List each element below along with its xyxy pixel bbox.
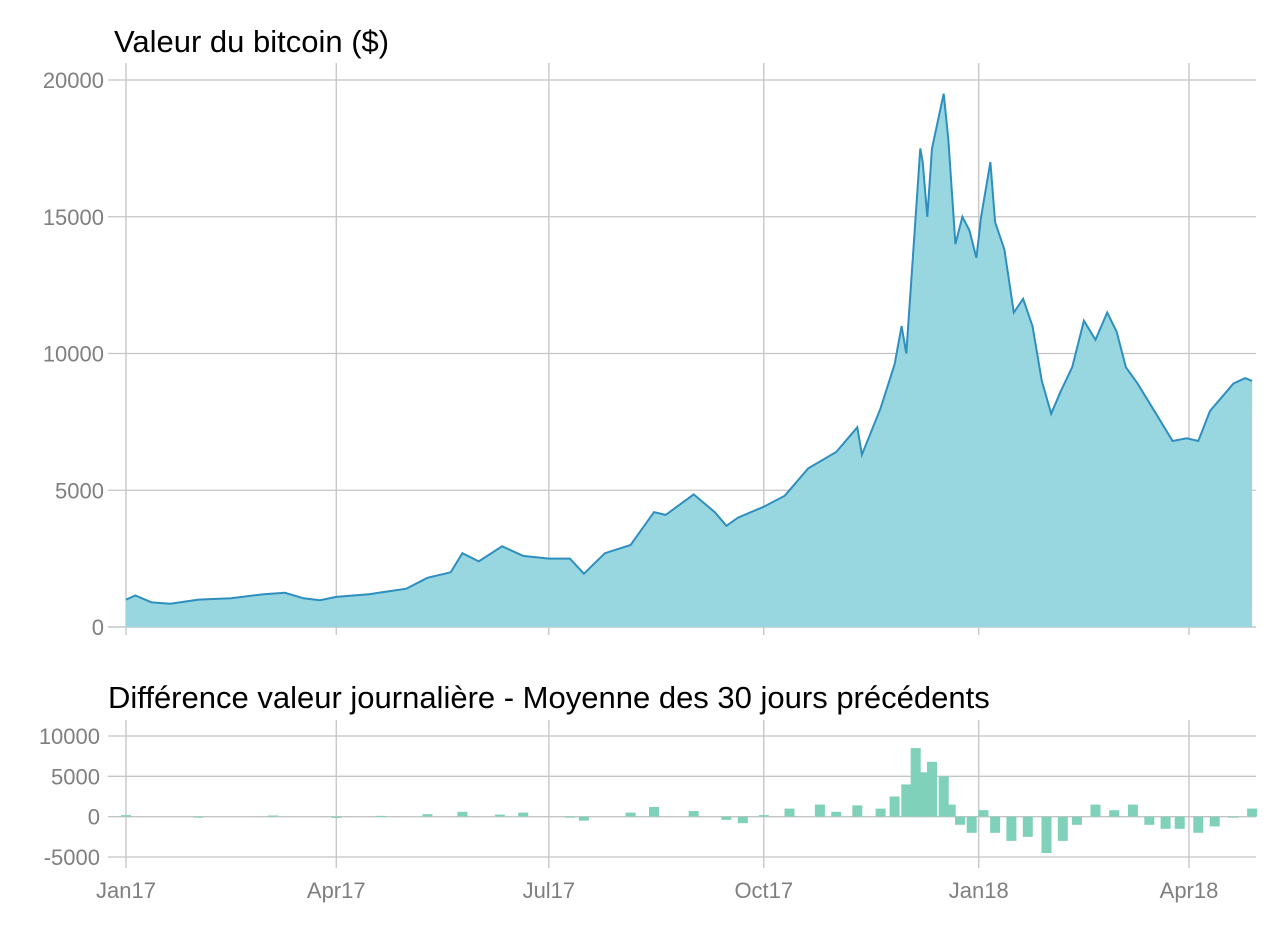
diff-bar	[268, 815, 279, 817]
diff-bar	[1057, 816, 1068, 841]
diff-bar	[966, 816, 977, 833]
x-tick-label: Jan17	[96, 878, 156, 903]
diff-bar	[852, 805, 863, 817]
diff-bar	[955, 816, 965, 825]
diff-bar	[331, 816, 342, 818]
bottom-chart-gridlines	[108, 720, 1256, 868]
x-tick-label: Apr18	[1160, 878, 1219, 903]
y-tick-label: 0	[92, 615, 104, 640]
y-tick-label: 0	[88, 805, 100, 830]
diff-bar	[1247, 808, 1258, 817]
bottom-chart-title: Différence valeur journalière - Moyenne …	[108, 680, 990, 715]
diff-bar	[518, 812, 529, 817]
diff-bar	[375, 815, 386, 817]
diff-bar	[758, 815, 769, 817]
diff-bar	[721, 816, 732, 820]
diff-bar	[422, 814, 433, 817]
diff-bar	[494, 814, 505, 817]
diff-bar	[649, 807, 659, 817]
diff-bar	[1193, 816, 1204, 833]
y-tick-label: 10000	[39, 724, 100, 749]
diff-bar	[889, 796, 900, 817]
x-tick-label: Jan18	[949, 878, 1009, 903]
diff-bar	[784, 808, 795, 817]
diff-bar	[1109, 810, 1120, 817]
diff-bar	[917, 772, 928, 817]
price-area	[126, 93, 1253, 627]
diff-bar	[927, 761, 937, 817]
top-chart-series	[125, 93, 1253, 627]
diff-bar	[625, 812, 636, 817]
diff-bar	[578, 816, 589, 821]
diff-bar	[1022, 816, 1033, 837]
diff-bar	[1174, 816, 1185, 829]
top-chart-y-ticks: 0 5000 10000 15000 20000	[43, 68, 104, 640]
y-tick-label: 15000	[43, 205, 104, 230]
diff-bar	[1041, 816, 1052, 853]
bottom-chart-y-ticks: -5000 0 5000 10000	[39, 724, 100, 870]
diff-bar	[1090, 804, 1101, 817]
diff-bar	[688, 811, 699, 817]
diff-bar	[938, 776, 949, 817]
y-tick-label: 5000	[55, 478, 104, 503]
shared-x-tick-labels: Jan17 Apr17 Jul17 Oct17 Jan18 Apr18	[96, 878, 1218, 903]
diff-bar	[1209, 816, 1220, 827]
price-line	[125, 93, 1253, 605]
diff-bar	[875, 808, 886, 817]
diff-bar	[990, 816, 1001, 833]
diff-bar	[814, 804, 825, 817]
diff-bar	[1071, 816, 1082, 825]
top-chart-title: Valeur du bitcoin ($)	[114, 24, 389, 59]
diff-bar	[945, 804, 956, 817]
y-tick-label: 20000	[43, 68, 104, 93]
diff-bar	[910, 748, 921, 817]
diff-bar	[1127, 804, 1138, 817]
y-tick-label: 5000	[51, 764, 100, 789]
diff-bar	[831, 811, 842, 817]
diff-bar	[1228, 816, 1239, 818]
y-tick-label: -5000	[44, 845, 100, 870]
diff-bar	[193, 816, 204, 818]
diff-bar	[1160, 816, 1171, 829]
x-tick-label: Oct17	[734, 878, 793, 903]
diff-bar	[737, 816, 748, 824]
diff-bar	[121, 815, 131, 817]
x-tick-label: Jul17	[523, 878, 576, 903]
diff-bar	[564, 816, 575, 818]
diff-bar	[457, 811, 468, 817]
diff-bar	[901, 784, 912, 817]
y-tick-label: 10000	[43, 342, 104, 367]
diff-bar	[1006, 816, 1017, 841]
diff-bar	[1144, 816, 1155, 825]
bottom-chart-bars	[121, 748, 1258, 853]
diff-bar	[978, 810, 989, 817]
x-tick-label: Apr17	[307, 878, 366, 903]
